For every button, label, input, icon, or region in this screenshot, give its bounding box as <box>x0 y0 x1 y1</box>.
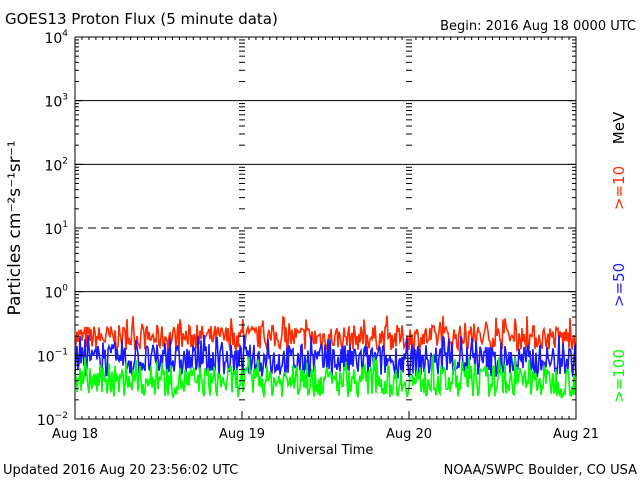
y-tick-label-0: 104 <box>44 29 68 47</box>
y-tick-label-5: 10−1 <box>37 347 68 365</box>
source-label: NOAA/SWPC Boulder, CO USA <box>444 463 637 478</box>
y-axis: 104 103 102 101 100 10−1 10−2 <box>37 29 576 429</box>
legend-ge50: >=50 <box>610 263 628 307</box>
chart-title: GOES13 Proton Flux (5 minute data) <box>5 10 278 28</box>
begin-label: Begin: 2016 Aug 18 0000 UTC <box>440 19 636 34</box>
series-line-0 <box>74 315 577 353</box>
y-tick-label-1: 103 <box>44 93 68 111</box>
y-tick-label-3: 101 <box>44 220 68 238</box>
plot-frame <box>74 36 577 420</box>
series-legend: >=10 MeV >=50 >=100 <box>610 111 628 403</box>
y-tick-label-2: 102 <box>44 156 68 174</box>
day-minor-ticks <box>239 39 412 401</box>
series-line-2 <box>74 353 577 400</box>
x-tick-label-2: Aug 20 <box>386 427 432 442</box>
x-tick-label-0: Aug 18 <box>52 427 98 442</box>
legend-ge100: >=100 <box>610 349 628 403</box>
x-tick-label-3: Aug 21 <box>553 427 599 442</box>
x-axis-label: Universal Time <box>277 443 374 458</box>
legend-mev-unit: MeV <box>610 111 628 144</box>
series-line-1 <box>74 334 577 380</box>
y-tick-label-6: 10−2 <box>37 411 68 429</box>
x-tick-label-1: Aug 19 <box>219 427 265 442</box>
series-layer <box>74 315 577 400</box>
y-axis-label: Particles cm⁻²s⁻¹sr⁻¹ <box>5 140 25 315</box>
y-tick-label-4: 100 <box>44 284 68 302</box>
reference-lines <box>75 36 576 356</box>
updated-label: Updated 2016 Aug 20 23:56:02 UTC <box>3 463 238 478</box>
legend-ge10: >=10 <box>610 166 628 210</box>
